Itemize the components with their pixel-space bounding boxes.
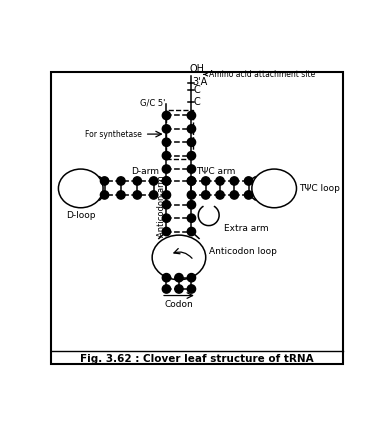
Circle shape — [162, 285, 170, 293]
Text: OH: OH — [190, 64, 205, 74]
Circle shape — [162, 152, 170, 160]
Circle shape — [187, 125, 195, 133]
Circle shape — [162, 125, 170, 133]
Circle shape — [187, 214, 195, 222]
Text: TΨC arm: TΨC arm — [196, 167, 235, 175]
Circle shape — [187, 165, 195, 173]
Circle shape — [187, 200, 195, 209]
Text: Codon: Codon — [165, 300, 193, 309]
Circle shape — [162, 138, 170, 146]
Text: C: C — [194, 96, 200, 107]
Circle shape — [117, 177, 125, 185]
Circle shape — [216, 177, 224, 185]
Circle shape — [149, 177, 158, 185]
Circle shape — [245, 177, 253, 185]
Text: D-loop: D-loop — [66, 211, 96, 220]
Text: Anticodon loop: Anticodon loop — [209, 247, 276, 256]
Circle shape — [187, 138, 195, 146]
Circle shape — [162, 111, 170, 120]
Text: C: C — [194, 85, 200, 95]
Circle shape — [187, 285, 195, 293]
Text: Amino acid attachment site: Amino acid attachment site — [204, 70, 316, 79]
Circle shape — [230, 177, 238, 185]
Circle shape — [133, 177, 141, 185]
Circle shape — [162, 191, 170, 199]
Circle shape — [187, 273, 195, 282]
Text: Fig. 3.62 : Clover leaf structure of tRNA: Fig. 3.62 : Clover leaf structure of tRN… — [80, 354, 314, 364]
Circle shape — [187, 152, 195, 160]
Circle shape — [202, 191, 210, 199]
Text: TΨC loop: TΨC loop — [300, 184, 340, 193]
Circle shape — [149, 191, 158, 199]
Circle shape — [117, 191, 125, 199]
Circle shape — [162, 214, 170, 222]
Circle shape — [162, 177, 170, 185]
Circle shape — [175, 285, 183, 293]
Circle shape — [162, 165, 170, 173]
Circle shape — [100, 191, 109, 199]
Circle shape — [187, 191, 195, 199]
Circle shape — [245, 191, 253, 199]
Circle shape — [133, 191, 141, 199]
Circle shape — [187, 177, 195, 185]
Circle shape — [162, 177, 170, 185]
Circle shape — [175, 273, 183, 282]
Circle shape — [162, 200, 170, 209]
Circle shape — [100, 177, 109, 185]
Circle shape — [187, 227, 195, 236]
Circle shape — [162, 273, 170, 282]
Circle shape — [216, 191, 224, 199]
Text: Anticodon arm: Anticodon arm — [157, 175, 167, 237]
Text: G/C 5': G/C 5' — [139, 98, 165, 108]
Bar — [166, 110, 193, 159]
Circle shape — [202, 177, 210, 185]
Text: D-arm: D-arm — [131, 167, 159, 175]
Text: 3'A: 3'A — [193, 77, 208, 87]
Text: For synthetase: For synthetase — [85, 130, 142, 139]
Circle shape — [230, 191, 238, 199]
Circle shape — [187, 177, 195, 185]
Text: Extra arm: Extra arm — [223, 224, 268, 233]
Circle shape — [162, 227, 170, 236]
Circle shape — [187, 111, 195, 120]
